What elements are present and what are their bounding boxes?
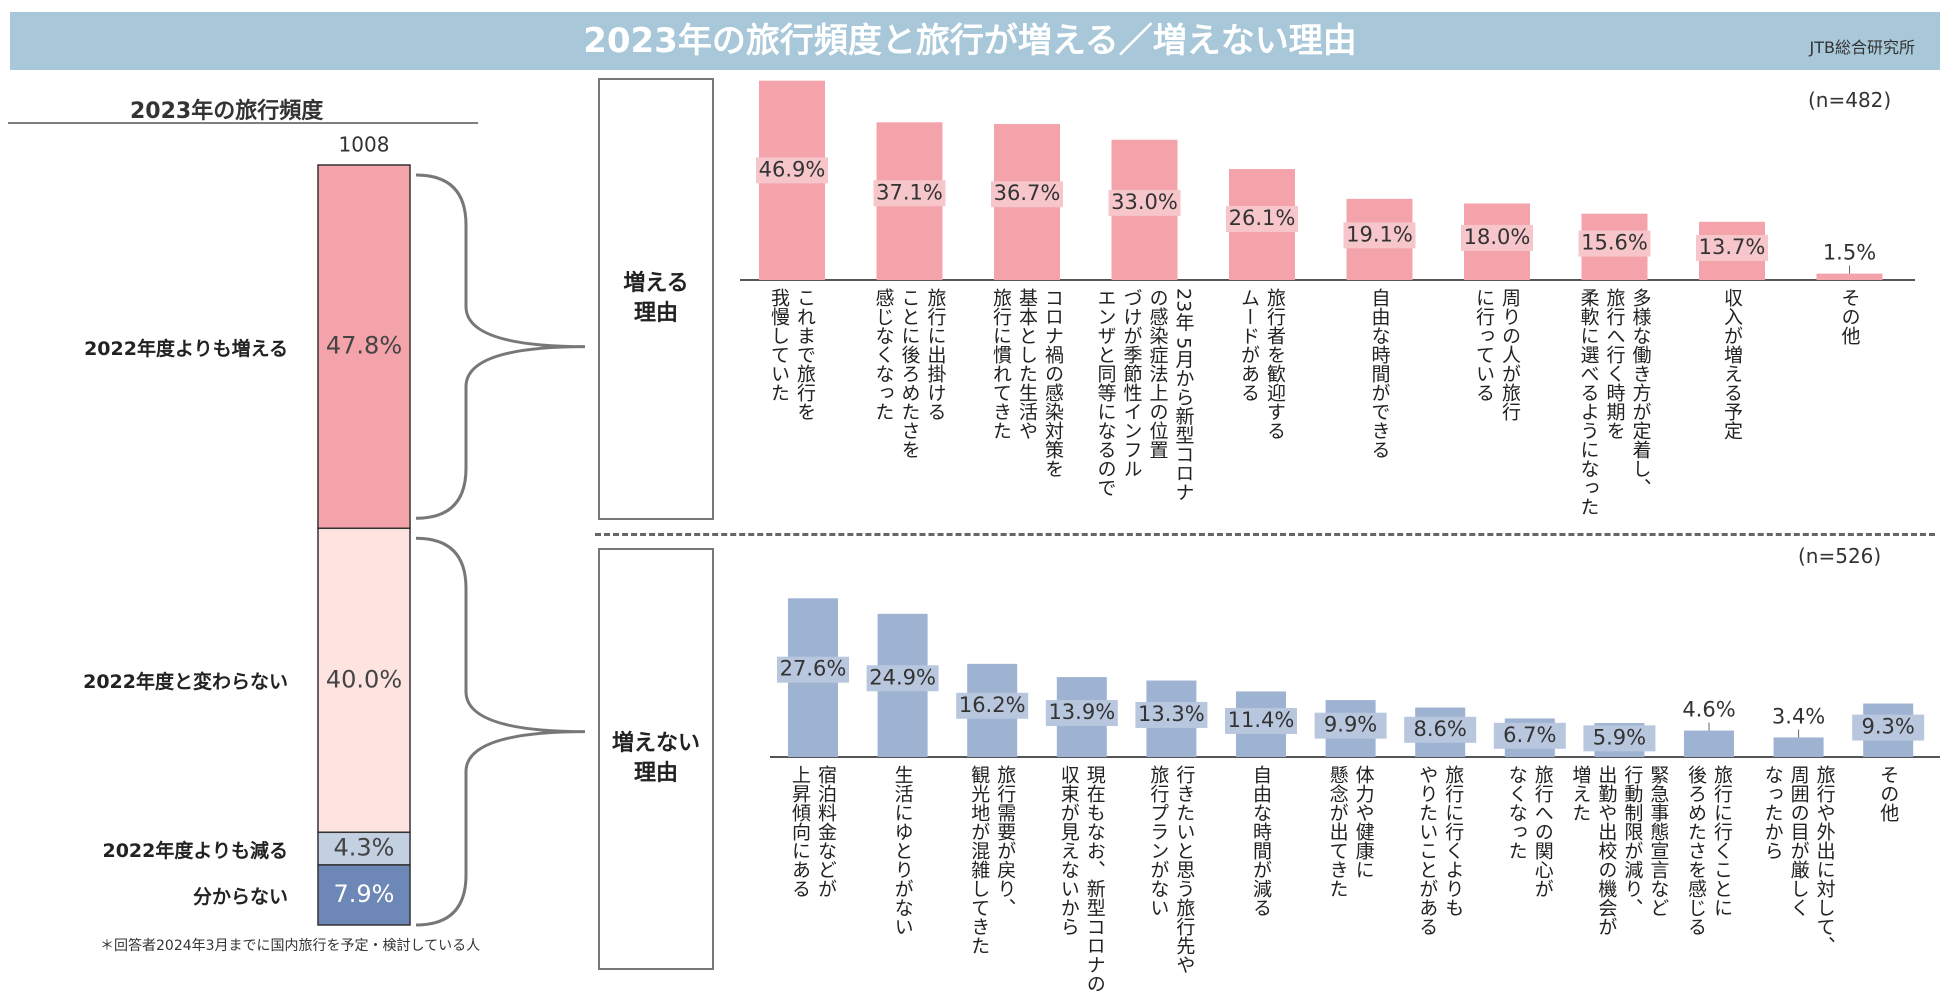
value-label-bg <box>1578 230 1651 257</box>
bar-value-label: 13.3% <box>1138 702 1205 726</box>
stack-segment <box>317 164 411 530</box>
value-label-bg <box>873 180 946 207</box>
bar-category-label: 緊急事態宣言など 行動制限が減り、 出勤や出校の機会が 増えた <box>1569 765 1670 936</box>
bar-category-label: これまで旅行を 我慢していた <box>768 288 816 421</box>
bar-category-label: 周りの人が旅行 に行っている <box>1473 288 1521 421</box>
bar-value-label: 5.9% <box>1593 725 1646 749</box>
value-label-bg <box>1461 224 1533 251</box>
value-label-bg <box>756 157 828 184</box>
bar-category-label: 旅行需要が戻り、 観光地が混雑してきた <box>968 765 1017 955</box>
bracket-connector <box>415 536 586 927</box>
bar-value-label: 9.9% <box>1324 713 1377 737</box>
value-label-bg <box>1314 712 1387 739</box>
bar-value-label: 37.1% <box>876 180 943 204</box>
bar-value-label: 8.6% <box>1414 717 1467 741</box>
bar-category-label: 自由な時間が減る <box>1250 765 1272 917</box>
bar <box>1684 730 1734 757</box>
value-label-bg <box>1696 234 1768 261</box>
bar-value-label: 36.7% <box>994 181 1061 205</box>
bar-category-label: 23年 5月から新型コロナ の感染症法上の位置 づけが季節性インフル エンザと同… <box>1094 288 1195 502</box>
value-label-bg <box>1343 222 1416 249</box>
bar-category-label: その他 <box>1877 765 1900 822</box>
stack-segment <box>317 864 411 926</box>
value-label-bg <box>1226 205 1298 232</box>
stack-category-label: 2022年度よりも減る <box>102 839 288 862</box>
bar-category-label: 旅行に出掛ける ことに後ろめたさを 感じなくなった <box>872 288 947 459</box>
stack-value-label: 7.9% <box>334 880 395 908</box>
bar-category-label: 旅行に行くよりも やりたいことがある <box>1416 765 1465 936</box>
title-banner: 2023年の旅行頻度と旅行が増える／増えない理由 JTB総合研究所 <box>10 12 1940 70</box>
bar-value-label: 46.9% <box>759 157 826 181</box>
bar-category-label: 体力や健康に 懸念が出てきた <box>1326 765 1375 898</box>
bar-value-label: 18.0% <box>1464 225 1531 249</box>
bar-category-label: 旅行者を歓迎する ムードがある <box>1238 288 1286 440</box>
value-label-bg <box>956 692 1029 719</box>
value-label-bg <box>1493 722 1566 749</box>
bar-category-label: その他 <box>1838 288 1861 345</box>
bar-value-label: 4.6% <box>1682 698 1735 722</box>
bar-value-label: 19.1% <box>1346 222 1413 246</box>
left-chart-title: 2023年の旅行頻度 <box>130 99 324 124</box>
bar-value-label: 27.6% <box>780 657 847 681</box>
bar-category-label: 多様な働き方が定着し、 旅行へ行く時期を 柔軟に選べるようになった <box>1577 288 1652 516</box>
stack-value-label: 4.3% <box>334 834 395 862</box>
footnote: ＊回答者2024年3月までに国内旅行を予定・検討している人 <box>100 938 481 954</box>
stack-segment <box>317 527 411 834</box>
sample-size-label: (n=482) <box>1808 88 1892 112</box>
stack-value-label: 40.0% <box>326 665 402 693</box>
bar-value-label: 13.7% <box>1699 235 1766 259</box>
value-label-bg <box>777 656 849 683</box>
bar-value-label: 3.4% <box>1772 704 1825 728</box>
value-label-bg <box>1852 714 1925 741</box>
bar-category-label: コロナ禍の感染対策を 基本とした生活や 旅行に慣れてきた <box>990 288 1064 478</box>
bar-value-label: 13.9% <box>1048 700 1115 724</box>
bar-value-label: 6.7% <box>1503 723 1556 747</box>
bracket-connector <box>415 173 586 520</box>
section-divider <box>595 533 1935 536</box>
stack-value-label: 47.8% <box>326 332 402 360</box>
stack-category-label: 2022年度と変わらない <box>83 671 288 694</box>
bar-category-label: 生活にゆとりがない <box>891 765 914 936</box>
section-title: 増える 理由 <box>623 271 689 326</box>
bar-value-label: 15.6% <box>1581 231 1648 255</box>
section-box: 増えない 理由 <box>598 548 714 970</box>
value-label-bg <box>1404 716 1477 743</box>
bar-value-label: 9.3% <box>1862 715 1915 739</box>
bar-value-label: 26.1% <box>1229 206 1296 230</box>
value-label-bg <box>991 181 1063 208</box>
value-label-bg <box>1135 701 1208 728</box>
value-label-bg <box>1045 700 1118 727</box>
bar-category-label: 旅行に行くことに 後ろめたさを感じる <box>1685 765 1733 936</box>
bar-value-label: 16.2% <box>959 693 1026 717</box>
stack-segment <box>317 831 411 866</box>
value-label-bg <box>1583 725 1656 752</box>
bar-category-label: 自由な時間ができる <box>1368 288 1391 459</box>
page-title: 2023年の旅行頻度と旅行が増える／増えない理由 <box>583 21 1357 61</box>
bar-category-label: 収入が増える予定 <box>1721 288 1743 440</box>
bar-value-label: 1.5% <box>1823 241 1876 265</box>
stack-category-label: 分からない <box>192 885 288 908</box>
value-label-bg <box>1225 707 1297 734</box>
bar-value-label: 33.0% <box>1111 190 1178 214</box>
bar-category-label: 旅行や外出に対して、 周囲の目が厳しく なったから <box>1761 765 1836 955</box>
organization-name: JTB総合研究所 <box>1809 38 1915 57</box>
left-n-label: 1008 <box>339 133 390 157</box>
bar-category-label: 現在もなお、新型コロナの 収束が見えないから <box>1057 765 1106 993</box>
bar <box>1773 737 1824 757</box>
section-box: 増える 理由 <box>598 78 714 520</box>
bar-category-label: 行きたいと思う旅行先や 旅行プランがない <box>1147 765 1196 974</box>
bar <box>1816 273 1883 280</box>
value-label-bg <box>866 665 939 692</box>
bar-value-label: 24.9% <box>869 665 936 689</box>
bar-category-label: 宿泊料金などが 上昇傾向にある <box>789 765 837 898</box>
section-title: 増えない 理由 <box>611 731 700 786</box>
stack-category-label: 2022年度よりも増える <box>84 337 288 360</box>
sample-size-label: (n=526) <box>1798 544 1882 568</box>
value-label-bg <box>1108 189 1181 216</box>
bar-value-label: 11.4% <box>1228 708 1295 732</box>
bar-category-label: 旅行への関心が なくなった <box>1505 765 1554 898</box>
